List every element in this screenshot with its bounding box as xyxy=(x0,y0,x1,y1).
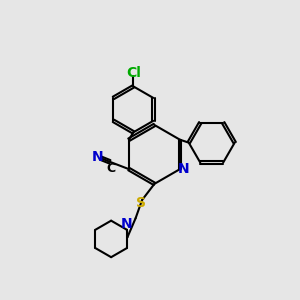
Text: Cl: Cl xyxy=(126,66,141,80)
Text: C: C xyxy=(107,162,116,175)
Text: S: S xyxy=(136,196,146,210)
Text: N: N xyxy=(178,162,189,176)
Text: N: N xyxy=(92,150,103,164)
Text: N: N xyxy=(121,218,133,232)
